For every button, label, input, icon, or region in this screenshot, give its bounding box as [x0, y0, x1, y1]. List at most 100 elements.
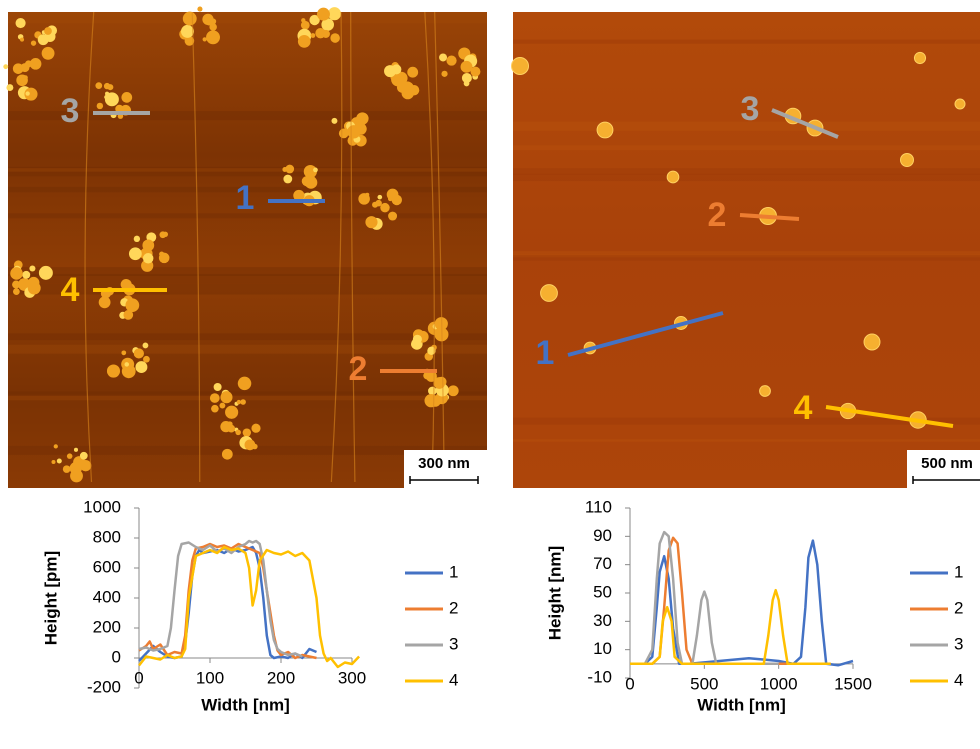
afm-fiber: [330, 11, 343, 483]
stripe: [513, 168, 980, 175]
afm-particle: [51, 460, 56, 465]
stripe: [513, 251, 980, 257]
profile-label: 2: [349, 350, 368, 388]
afm-particle: [460, 60, 473, 73]
afm-fiber: [434, 11, 445, 483]
legend-label: 2: [449, 598, 458, 617]
afm-particle: [358, 193, 370, 205]
afm-particle: [133, 235, 141, 243]
afm-particle: [103, 82, 111, 90]
afm-particle: [235, 429, 241, 436]
series-line: [138, 545, 361, 669]
afm-particle: [12, 63, 24, 74]
y-axis-title: Height [nm]: [545, 546, 564, 640]
afm-particle: [159, 251, 165, 257]
afm-particle: [143, 355, 150, 363]
series-line: [138, 545, 317, 662]
afm-particle: [6, 84, 14, 92]
afm-particle: [30, 40, 37, 46]
afm-image: [8, 12, 487, 488]
afm-particle: [446, 55, 457, 66]
afm-particle: [510, 56, 530, 76]
afm-particle: [142, 239, 155, 252]
afm-particle: [27, 281, 41, 295]
y-tick-label: 400: [93, 587, 121, 606]
legend-label: 3: [954, 634, 963, 653]
afm-particle: [225, 405, 239, 419]
afm-particle: [23, 75, 28, 80]
afm-particle: [124, 362, 130, 367]
afm-particle: [62, 465, 71, 473]
afm-particle: [310, 33, 316, 38]
afm-particle: [211, 404, 219, 413]
afm-particle: [331, 117, 338, 124]
stripe: [8, 186, 487, 193]
x-tick-label: 100: [196, 668, 224, 687]
afm-particle: [10, 267, 23, 280]
afm-particle: [142, 253, 154, 264]
y-tick-label: 110: [585, 497, 612, 516]
y-axis-title: Height [pm]: [41, 551, 60, 645]
scale-bar: [409, 476, 479, 484]
legend-label: 4: [954, 670, 963, 689]
afm-particle: [56, 458, 62, 464]
series-line: [138, 539, 303, 658]
stripe: [513, 253, 980, 258]
afm-particle: [79, 451, 88, 460]
afm-particle: [359, 137, 366, 144]
x-tick-label: 300: [338, 668, 366, 687]
afm-particle: [123, 310, 134, 320]
afm-particle: [240, 399, 246, 405]
afm-particle: [447, 385, 459, 397]
afm-particle: [365, 216, 378, 229]
afm-particle: [206, 30, 220, 45]
stripe: [8, 391, 487, 395]
afm-particle: [24, 87, 38, 101]
afm-particle: [540, 284, 558, 302]
afm-particle: [25, 91, 30, 96]
afm-particle: [461, 72, 472, 83]
afm-particle: [309, 14, 320, 26]
afm-particle: [202, 13, 214, 26]
afm-particle: [98, 296, 111, 309]
stripe: [8, 168, 487, 172]
afm-fiber: [84, 11, 95, 483]
afm-particle: [388, 211, 398, 221]
afm-particle: [121, 364, 136, 379]
afm-particle: [121, 350, 127, 356]
legend-label: 4: [449, 670, 458, 689]
profile-line: [771, 108, 839, 139]
afm-particle: [428, 386, 437, 396]
stripe: [8, 213, 487, 219]
afm-particle: [439, 53, 448, 62]
afm-particle: [244, 439, 256, 451]
afm-particle: [391, 64, 402, 75]
afm-particle: [282, 167, 288, 172]
profile-line: [567, 311, 724, 357]
afm-particle: [304, 170, 311, 176]
afm-particle: [220, 391, 233, 404]
annotations: 1 2 3 4 300 nm 1 2 3 4 500 nm: [61, 90, 980, 488]
stripe: [8, 395, 487, 401]
afm-particle: [356, 112, 369, 125]
y-tick-label: 200: [93, 617, 121, 636]
x-tick-label: 500: [690, 674, 718, 693]
afm-particle: [221, 448, 233, 460]
afm-fiber: [191, 11, 201, 483]
afm-particle: [237, 376, 252, 391]
afm-particle: [759, 385, 771, 397]
series-line: [138, 542, 317, 660]
stripe: [8, 110, 487, 121]
afm-particle: [251, 423, 261, 433]
x-tick-label: 1500: [834, 674, 872, 693]
scale-bar-box: [907, 450, 980, 488]
afm-particle: [375, 199, 382, 207]
afm-particle: [313, 167, 318, 173]
y-tick-label: 1000: [83, 497, 121, 516]
afm-particle: [954, 98, 966, 110]
profile-label: 3: [741, 90, 760, 128]
legend-label: 3: [449, 634, 458, 653]
afm-particle: [128, 247, 142, 261]
